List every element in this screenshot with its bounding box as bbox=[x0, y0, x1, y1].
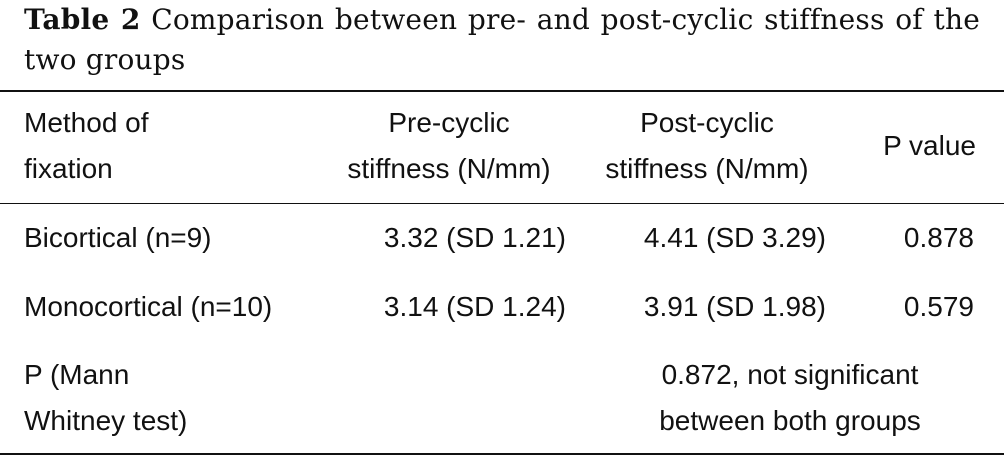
row-pre-cyclic: 3.32 (SD 1.21) bbox=[383, 222, 566, 253]
row-post-cyclic: 4.41 (SD 3.29) bbox=[643, 222, 826, 253]
header-post-line1: Post-cyclic bbox=[640, 107, 774, 138]
row-p-value: 0.579 bbox=[903, 291, 974, 322]
footer-result-line1: 0.872, not significant bbox=[661, 359, 919, 390]
table-caption-label: Table 2 bbox=[24, 3, 141, 36]
header-p-value: P value bbox=[883, 130, 976, 161]
table-header-rule bbox=[0, 203, 1004, 204]
row-method: Bicortical (n=9) bbox=[24, 222, 212, 253]
header-method-line2: fixation bbox=[24, 153, 113, 184]
header-post-line2: stiffness (N/mm) bbox=[605, 153, 809, 184]
row-post-cyclic: 3.91 (SD 1.98) bbox=[643, 291, 826, 322]
row-pre-cyclic: 3.14 (SD 1.24) bbox=[383, 291, 566, 322]
table-top-rule bbox=[0, 90, 1004, 92]
footer-label-line2: Whitney test) bbox=[24, 405, 188, 436]
footer-label-line1: P (Mann bbox=[24, 359, 130, 390]
table-caption: Table 2 Comparison between pre- and post… bbox=[24, 0, 980, 80]
table-bottom-rule bbox=[0, 453, 1004, 455]
row-p-value: 0.878 bbox=[903, 222, 974, 253]
header-method-line1: Method of bbox=[24, 107, 149, 138]
row-method: Monocortical (n=10) bbox=[24, 291, 273, 322]
header-pre-line2: stiffness (N/mm) bbox=[347, 153, 551, 184]
footer-result-line2: between both groups bbox=[659, 405, 921, 436]
table-caption-text: Comparison between pre- and post-cyclic … bbox=[24, 3, 980, 76]
header-pre-line1: Pre-cyclic bbox=[388, 107, 510, 138]
